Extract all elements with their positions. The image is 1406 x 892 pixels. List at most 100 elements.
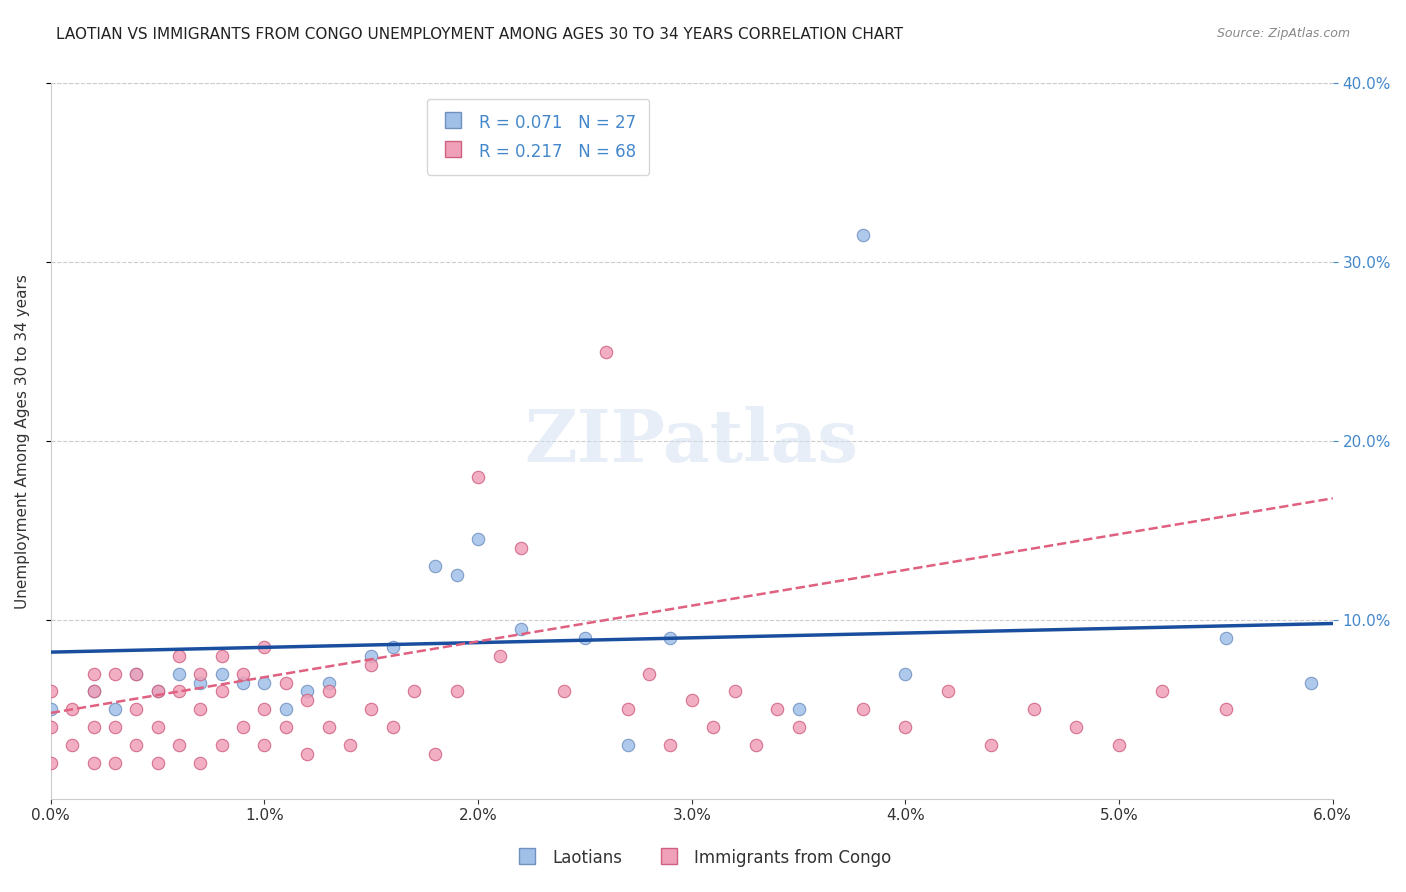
Point (723, 684, 745, 698)
Point (104, 666, 127, 681)
Point (553, 684, 575, 698)
Point (211, 684, 233, 698)
Point (616, 702, 638, 716)
Point (360, 702, 382, 716)
Text: LAOTIAN VS IMMIGRANTS FROM CONGO UNEMPLOYMENT AMONG AGES 30 TO 34 YEARS CORRELAT: LAOTIAN VS IMMIGRANTS FROM CONGO UNEMPLO… (56, 27, 904, 42)
Point (167, 666, 190, 681)
Point (232, 720, 254, 734)
Point (39, 720, 62, 734)
Point (211, 648, 233, 663)
Point (83, 666, 105, 681)
Point (83, 684, 105, 698)
Point (190, 666, 212, 681)
Point (1215, 702, 1237, 716)
Point (1108, 738, 1130, 752)
Point (167, 738, 190, 752)
Point (1022, 702, 1045, 716)
Point (253, 675, 276, 690)
Point (125, 738, 148, 752)
Point (146, 720, 169, 734)
Point (659, 631, 682, 645)
Point (1301, 675, 1323, 690)
Point (60, 702, 83, 716)
Point (574, 631, 596, 645)
Point (297, 693, 319, 707)
Point (253, 702, 276, 716)
Text: ZIPatlas: ZIPatlas (524, 406, 859, 476)
Point (659, 738, 682, 752)
Point (381, 640, 404, 654)
Point (339, 738, 361, 752)
Point (681, 693, 703, 707)
Point (318, 720, 340, 734)
Point (83, 756, 105, 770)
Point (702, 720, 724, 734)
Point (83, 720, 105, 734)
Point (852, 228, 875, 243)
Point (232, 675, 254, 690)
Point (787, 720, 810, 734)
Point (167, 648, 190, 663)
Point (125, 702, 148, 716)
Y-axis label: Unemployment Among Ages 30 to 34 years: Unemployment Among Ages 30 to 34 years (15, 274, 30, 608)
Point (488, 648, 510, 663)
Point (425, 559, 447, 574)
Point (274, 720, 297, 734)
Point (39, 684, 62, 698)
Point (190, 702, 212, 716)
Point (446, 568, 468, 582)
Point (190, 675, 212, 690)
Point (509, 622, 531, 636)
Point (467, 533, 489, 547)
Point (425, 747, 447, 761)
Point (297, 747, 319, 761)
Point (211, 666, 233, 681)
Point (894, 666, 917, 681)
Point (509, 541, 531, 556)
Text: Source: ZipAtlas.com: Source: ZipAtlas.com (1216, 27, 1350, 40)
Point (253, 738, 276, 752)
Point (146, 684, 169, 698)
Point (146, 756, 169, 770)
Point (360, 657, 382, 672)
Point (146, 684, 169, 698)
Point (852, 702, 875, 716)
Point (766, 702, 789, 716)
Point (39, 702, 62, 716)
Point (745, 738, 768, 752)
Point (167, 684, 190, 698)
Legend: R = 0.071   N = 27, R = 0.217   N = 68: R = 0.071 N = 27, R = 0.217 N = 68 (427, 99, 650, 175)
Point (980, 738, 1002, 752)
Point (211, 738, 233, 752)
Legend: Laotians, Immigrants from Congo: Laotians, Immigrants from Congo (508, 841, 898, 875)
Point (125, 666, 148, 681)
Point (125, 666, 148, 681)
Point (1150, 684, 1173, 698)
Point (1215, 631, 1237, 645)
Point (297, 684, 319, 698)
Point (253, 640, 276, 654)
Point (104, 756, 127, 770)
Point (787, 702, 810, 716)
Point (1066, 720, 1088, 734)
Point (318, 675, 340, 690)
Point (274, 675, 297, 690)
Point (894, 720, 917, 734)
Point (402, 684, 425, 698)
Point (446, 684, 468, 698)
Point (638, 666, 661, 681)
Point (595, 344, 617, 359)
Point (190, 756, 212, 770)
Point (232, 666, 254, 681)
Point (936, 684, 959, 698)
Point (83, 684, 105, 698)
Point (104, 720, 127, 734)
Point (274, 702, 297, 716)
Point (616, 738, 638, 752)
Point (104, 702, 127, 716)
Point (318, 684, 340, 698)
Point (381, 720, 404, 734)
Point (467, 470, 489, 484)
Point (39, 756, 62, 770)
Point (60, 738, 83, 752)
